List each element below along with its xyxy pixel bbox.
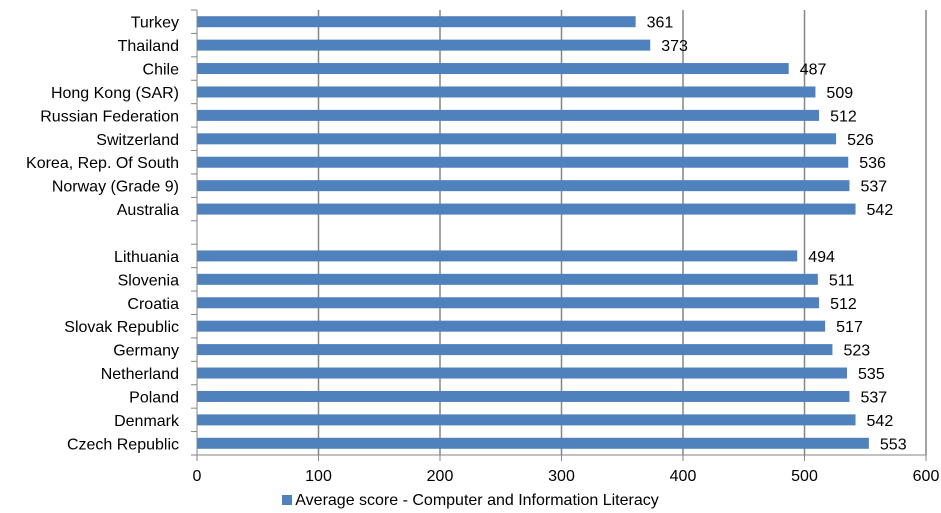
x-tick-label: 0 bbox=[193, 468, 202, 485]
category-label: Slovenia bbox=[118, 272, 179, 289]
grid-lines bbox=[317, 10, 927, 455]
category-label: Russian Federation bbox=[40, 108, 179, 125]
bar bbox=[197, 367, 848, 379]
bar bbox=[197, 86, 816, 98]
x-tick-label: 300 bbox=[548, 468, 575, 485]
legend-swatch bbox=[282, 495, 293, 505]
category-label: Switzerland bbox=[96, 132, 179, 149]
category-label: Poland bbox=[129, 389, 179, 406]
bar bbox=[197, 250, 798, 262]
category-label: Croatia bbox=[127, 296, 179, 313]
x-tick-label: 200 bbox=[427, 468, 454, 485]
bar bbox=[197, 320, 826, 332]
bar bbox=[197, 297, 820, 309]
data-label: 526 bbox=[847, 132, 874, 149]
bars bbox=[197, 16, 869, 449]
bar bbox=[197, 109, 820, 121]
category-label: Denmark bbox=[114, 413, 180, 430]
bar bbox=[197, 344, 833, 356]
category-label: Germany bbox=[113, 343, 179, 360]
category-label: Australia bbox=[117, 202, 179, 219]
data-label: 511 bbox=[829, 272, 855, 289]
data-label: 512 bbox=[830, 108, 857, 125]
labels: Turkey 361 Thailand 373 Chile 487 Hong Kong (S… bbox=[26, 15, 907, 454]
data-label: 553 bbox=[880, 436, 907, 453]
data-label: 542 bbox=[867, 413, 894, 430]
category-label: Czech Republic bbox=[67, 436, 179, 453]
x-tick-label: 400 bbox=[670, 468, 697, 485]
bar bbox=[197, 273, 818, 285]
data-label: 537 bbox=[860, 389, 887, 406]
bar bbox=[197, 133, 837, 145]
bar bbox=[197, 16, 636, 28]
data-label: 487 bbox=[800, 62, 827, 79]
data-label: 537 bbox=[860, 179, 887, 196]
category-label: Hong Kong (SAR) bbox=[51, 85, 179, 102]
bar bbox=[197, 437, 869, 449]
bar bbox=[197, 180, 850, 192]
category-label: Turkey bbox=[131, 15, 179, 32]
data-label: 494 bbox=[808, 249, 835, 266]
data-label: 535 bbox=[858, 366, 885, 383]
bar bbox=[197, 203, 856, 215]
bar bbox=[197, 63, 789, 75]
category-label: Chile bbox=[143, 62, 180, 79]
data-label: 523 bbox=[843, 343, 870, 360]
legend: Average score - Computer and Information… bbox=[0, 492, 941, 510]
data-label: 509 bbox=[826, 85, 853, 102]
bar bbox=[197, 414, 856, 426]
bar bbox=[197, 156, 849, 168]
bar bbox=[197, 390, 850, 402]
bar bbox=[197, 39, 651, 51]
data-label: 373 bbox=[661, 38, 688, 55]
x-tick-label: 500 bbox=[791, 468, 818, 485]
category-label: Netherland bbox=[101, 366, 179, 383]
category-label: Lithuania bbox=[114, 249, 179, 266]
x-tick-label: 100 bbox=[305, 468, 332, 485]
legend-label: Average score - Computer and Information… bbox=[295, 492, 659, 509]
data-label: 517 bbox=[836, 319, 863, 336]
data-label: 361 bbox=[647, 15, 674, 32]
data-label: 512 bbox=[830, 296, 857, 313]
data-label: 536 bbox=[859, 155, 886, 172]
x-tick-label: 600 bbox=[913, 468, 940, 485]
axes: 0 100 200 300 400 500 600 bbox=[191, 9, 940, 485]
data-label: 542 bbox=[867, 202, 894, 219]
category-label: Thailand bbox=[118, 38, 179, 55]
category-label: Slovak Republic bbox=[64, 319, 179, 336]
category-label: Korea, Rep. Of South bbox=[26, 155, 179, 172]
category-label: Norway (Grade 9) bbox=[52, 179, 179, 196]
